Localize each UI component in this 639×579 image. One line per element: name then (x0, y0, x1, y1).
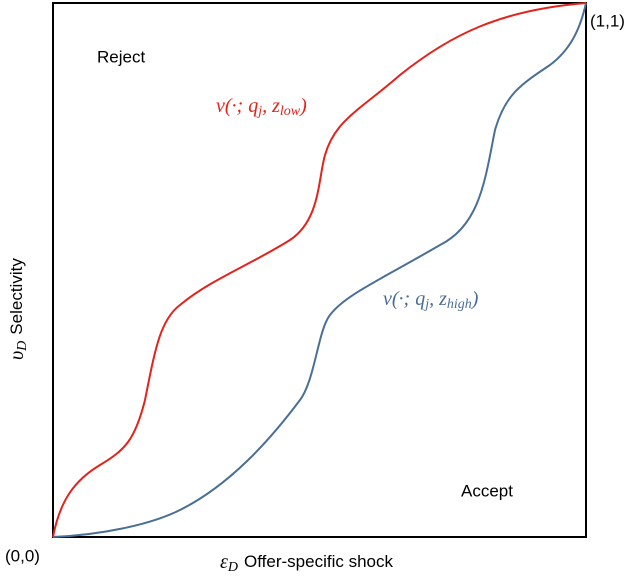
curve-label-part: ) (299, 95, 307, 117)
axis-symbol: ε (220, 551, 228, 573)
curve-label-part: , z (429, 288, 447, 310)
axis-symbol: υ (6, 351, 28, 360)
axis-symbol-sub: D (227, 560, 238, 575)
curve-label-part: j (256, 104, 262, 119)
curve-low (52, 2, 587, 538)
curve-label-part: v(·; q (383, 288, 425, 310)
region-label: Accept (461, 481, 513, 500)
y-axis-label: υD Selectivity (6, 258, 31, 360)
corner-label: (0,0) (5, 546, 40, 565)
curve-label-part: high (447, 297, 472, 312)
plot-frame (52, 2, 587, 538)
region-label: Reject (97, 47, 145, 66)
curve-label-part: ) (471, 288, 479, 310)
curve-label-part: v(·; q (216, 95, 258, 117)
curve-label-part: j (423, 297, 429, 312)
curve-label: v(·; qj, zlow) (216, 95, 307, 120)
x-axis-label: εD Offer-specific shock (220, 551, 393, 576)
curve-label-part: , z (262, 95, 280, 117)
corner-label: (1,1) (590, 11, 625, 30)
curve-label: v(·; qj, zhigh) (383, 288, 479, 313)
curve-label-part: low (280, 104, 301, 119)
axis-symbol-sub: D (15, 341, 30, 352)
axis-label-text: Selectivity (7, 258, 26, 335)
curve-high (52, 2, 587, 538)
axis-label-text: Offer-specific shock (244, 552, 393, 571)
